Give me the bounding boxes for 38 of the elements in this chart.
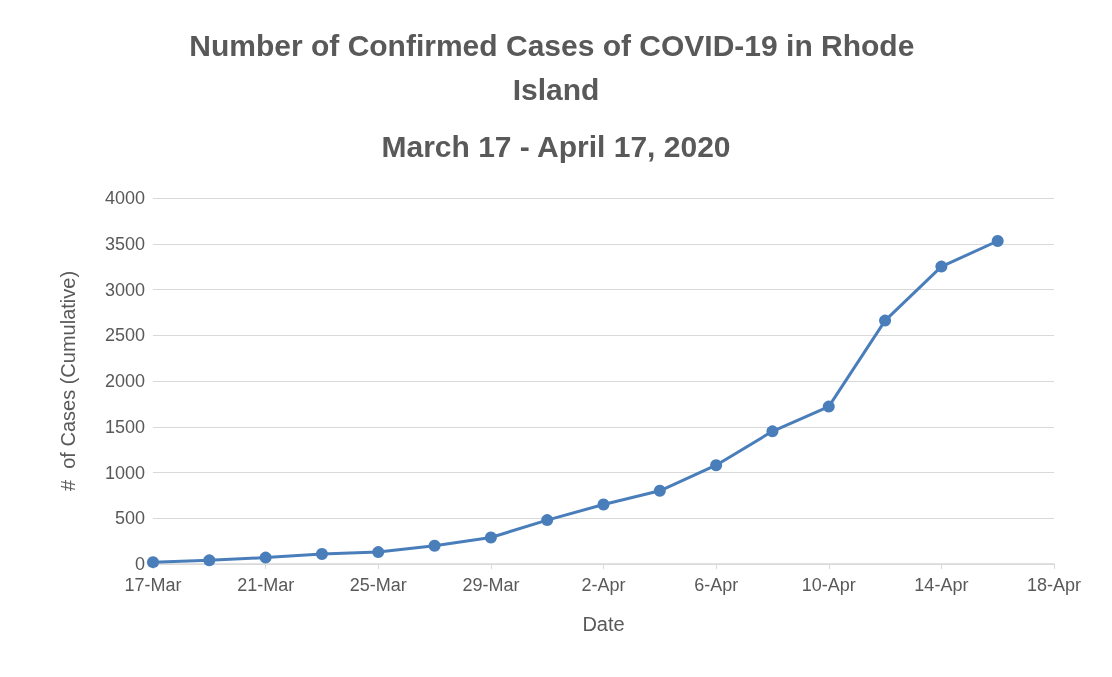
point [766, 425, 779, 438]
x-tick-label: 6-Apr [694, 575, 739, 595]
point [991, 235, 1004, 247]
x-axis-title: Date [582, 613, 625, 635]
x-tick-label: 17-Mar [124, 575, 182, 595]
y-tick-label: 0 [134, 554, 145, 574]
x-tick-label: 25-Mar [349, 575, 407, 595]
point [203, 554, 216, 567]
point [653, 484, 666, 497]
point [822, 400, 835, 413]
y-tick-label: 1500 [104, 416, 145, 437]
x-tick-label: 2-Apr [581, 575, 626, 595]
chart-title: Number of Confirmed Cases of COVID-19 in Rhode Island [189, 28, 923, 106]
y-tick-label: 4000 [104, 188, 145, 208]
point [710, 459, 723, 472]
chart-subtitle: March 17 - April 17, 2020 [381, 129, 731, 163]
point [147, 556, 159, 569]
y-axis-title: # of Cases (Cumulative) [57, 270, 79, 492]
point [259, 551, 272, 564]
y-tick-label: 2000 [104, 371, 145, 391]
y-tick-label: 3000 [104, 279, 145, 300]
y-tick-label: 2500 [104, 325, 145, 346]
x-tick-label: 10-Apr [801, 575, 856, 595]
x-tick-label: 18-Apr [1026, 575, 1082, 595]
x-tick-label: 14-Apr [914, 575, 969, 595]
point [484, 531, 497, 544]
point [597, 498, 610, 511]
point [372, 546, 385, 559]
x-tick-label: 21-Mar [237, 575, 295, 595]
point [428, 539, 441, 552]
x-tick-label: 29-Mar [462, 575, 520, 595]
point [315, 547, 328, 560]
y-tick-label: 1000 [104, 462, 145, 483]
y-tick-label: 500 [114, 508, 145, 529]
point [541, 514, 554, 527]
y-tick-label: 3500 [104, 233, 145, 254]
point [935, 260, 948, 273]
point [879, 314, 892, 327]
